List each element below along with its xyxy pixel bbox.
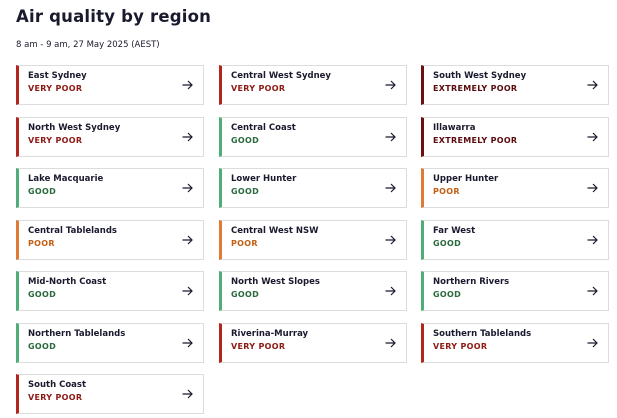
region-status: VERY POOR: [28, 135, 83, 145]
region-status: POOR: [433, 187, 460, 196]
region-card[interactable]: Northern Tablelands GOOD: [16, 322, 204, 363]
region-status: GOOD: [433, 290, 462, 299]
region-name: East Sydney: [28, 71, 87, 81]
region-card[interactable]: South Coast VERY POOR: [16, 374, 204, 414]
region-name: Central West Sydney: [231, 71, 331, 81]
region-name: Northern Tablelands: [28, 328, 126, 339]
arrow-icon: [385, 286, 396, 296]
region-card[interactable]: Central Coast GOOD: [219, 116, 407, 157]
region-status: GOOD: [28, 187, 57, 196]
arrow-icon: [385, 80, 396, 90]
region-card[interactable]: East Sydney VERY POOR: [16, 65, 204, 105]
arrow-icon: [182, 235, 193, 244]
region-card[interactable]: Upper Hunter POOR: [421, 168, 609, 208]
region-card[interactable]: Riverina-Murray VERY POOR: [219, 322, 407, 363]
region-name: Lake Macquarie: [28, 174, 104, 184]
region-card[interactable]: Lower Hunter GOOD: [219, 168, 407, 208]
region-card[interactable]: North West Sydney VERY POOR: [16, 116, 204, 157]
region-status: GOOD: [433, 238, 462, 248]
region-name: South Coast: [28, 380, 87, 390]
region-status: VERY POOR: [433, 341, 488, 351]
region-status: POOR: [231, 238, 258, 248]
arrow-icon: [385, 132, 396, 141]
region-status: GOOD: [231, 290, 260, 299]
region-card[interactable]: South West Sydney EXTREMELY POOR: [421, 65, 609, 105]
region-card[interactable]: North West Slopes GOOD: [219, 271, 407, 311]
arrow-icon: [587, 338, 598, 347]
arrow-icon: [385, 183, 396, 193]
region-card[interactable]: Illawarra EXTREMELY POOR: [421, 116, 609, 157]
region-name: Riverina-Murray: [231, 328, 309, 339]
arrow-icon: [587, 80, 598, 90]
region-card[interactable]: Northern Rivers GOOD: [421, 271, 609, 311]
region-status: EXTREMELY POOR: [433, 135, 518, 145]
arrow-icon: [385, 338, 396, 347]
arrow-icon: [182, 338, 193, 347]
arrow-icon: [587, 286, 598, 296]
region-card[interactable]: Mid-North Coast GOOD: [16, 271, 204, 311]
region-status: VERY POOR: [231, 84, 286, 93]
region-name: North West Sydney: [28, 122, 121, 133]
arrow-icon: [182, 80, 193, 90]
arrow-icon: [587, 235, 598, 244]
arrow-icon: [182, 389, 193, 399]
region-card[interactable]: Central West Sydney VERY POOR: [219, 65, 407, 105]
arrow-icon: [182, 132, 193, 141]
region-name: Far West: [433, 225, 476, 236]
region-card[interactable]: Lake Macquarie GOOD: [16, 168, 204, 208]
arrow-icon: [587, 132, 598, 141]
subtitle: 8 am - 9 am, 27 May 2025 (AEST): [16, 40, 160, 50]
region-status: GOOD: [231, 187, 260, 196]
region-status: GOOD: [231, 135, 260, 145]
arrow-icon: [385, 235, 396, 244]
page-title: Air quality by region: [16, 7, 212, 26]
region-card[interactable]: Central Tablelands POOR: [16, 219, 204, 260]
region-status: GOOD: [28, 290, 57, 299]
arrow-icon: [182, 286, 193, 296]
region-name: Upper Hunter: [433, 174, 499, 184]
region-status: VERY POOR: [28, 84, 83, 93]
region-name: Mid-North Coast: [28, 277, 107, 287]
region-name: Central Tablelands: [28, 225, 117, 236]
region-status: EXTREMELY POOR: [433, 84, 518, 93]
region-name: Lower Hunter: [231, 174, 297, 184]
region-name: South West Sydney: [433, 71, 527, 81]
region-card[interactable]: Far West GOOD: [421, 219, 609, 260]
region-status: VERY POOR: [231, 341, 286, 351]
region-card[interactable]: Central West NSW POOR: [219, 219, 407, 260]
region-status: VERY POOR: [28, 393, 83, 402]
region-name: Illawarra: [433, 122, 476, 133]
arrow-icon: [587, 183, 598, 193]
region-name: Central West NSW: [231, 225, 319, 236]
region-status: POOR: [28, 238, 55, 248]
region-card[interactable]: Southern Tablelands VERY POOR: [421, 322, 609, 363]
arrow-icon: [182, 183, 193, 193]
region-status: GOOD: [28, 341, 57, 351]
region-name: North West Slopes: [231, 277, 320, 287]
region-name: Northern Rivers: [433, 277, 510, 287]
region-name: Southern Tablelands: [433, 328, 532, 339]
region-name: Central Coast: [231, 122, 296, 133]
